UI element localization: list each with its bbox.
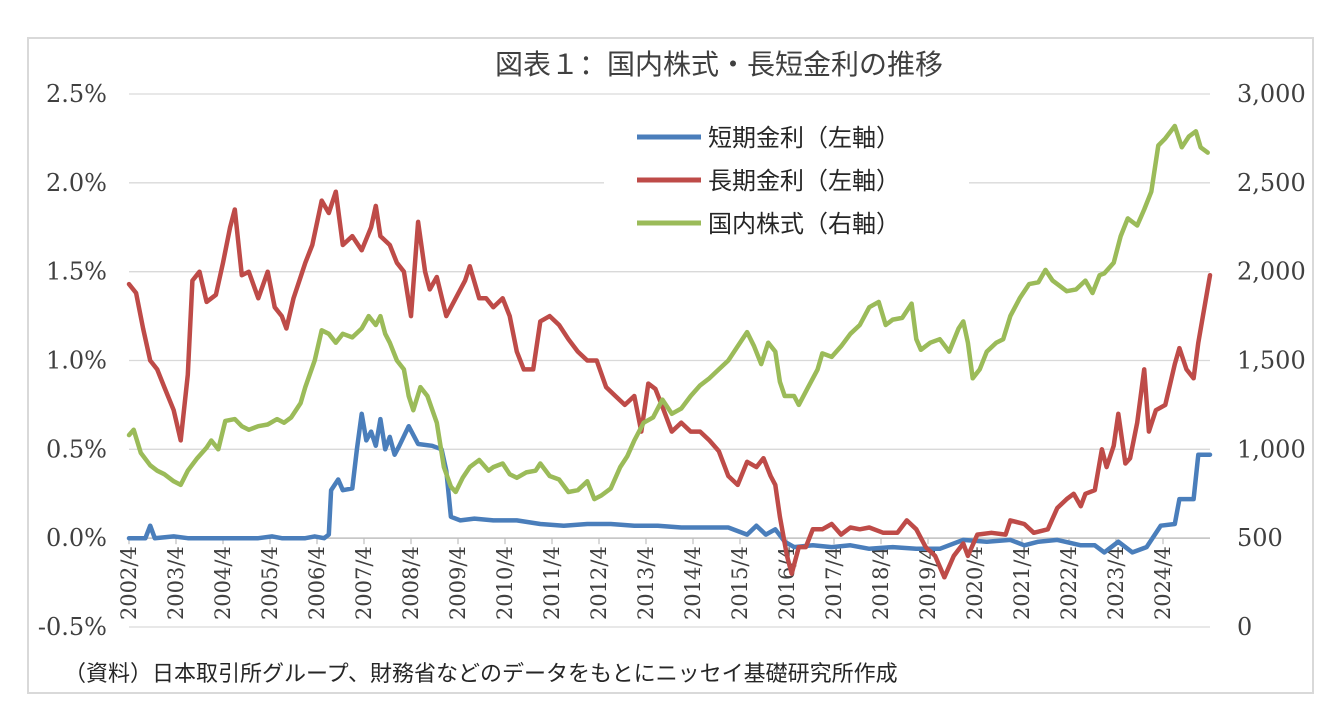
- x-axis: 2002/4 2003/4 2004/4 2005/4 2006/4 2007/4 2008…: [117, 538, 1175, 620]
- x-tick-label: 2013/4: [634, 546, 658, 620]
- x-tick-label: 2015/4: [728, 546, 752, 620]
- x-tick-label: 2024/4: [1151, 546, 1175, 620]
- x-tick-label: 2023/4: [1104, 546, 1128, 620]
- chart-svg: 図表１：国内株式・長短金利の推移 -0.5% 0.0% 0.5% 1.0% 1.5% 2.…: [38, 48, 1306, 687]
- series-line-1: [126, 189, 1213, 580]
- series-line-2: [126, 123, 1210, 502]
- source-note: （資料）日本取引所グループ、財務省などのデータをもとにニッセイ基礎研究所作成: [64, 662, 898, 687]
- right-tick-label: 3,000: [1237, 80, 1306, 108]
- left-tick-label: 0.0%: [46, 524, 107, 552]
- x-tick-label: 2006/4: [305, 546, 329, 620]
- x-tick-label: 2018/4: [869, 546, 893, 620]
- left-axis: -0.5% 0.0% 0.5% 1.0% 1.5% 2.0% 2.5%: [38, 80, 107, 641]
- legend-label-0: 短期金利（左軸）: [708, 124, 900, 152]
- x-tick-label: 2005/4: [258, 546, 282, 620]
- left-tick-label: 1.5%: [46, 258, 107, 286]
- x-tick-label: 2011/4: [540, 546, 564, 620]
- left-tick-label: 1.0%: [46, 347, 107, 375]
- right-tick-label: 1,500: [1237, 347, 1306, 375]
- x-tick-label: 2003/4: [164, 546, 188, 620]
- right-tick-label: 2,500: [1237, 169, 1306, 197]
- x-tick-label: 2007/4: [352, 546, 376, 620]
- x-tick-label: 2008/4: [399, 546, 423, 620]
- chart-frame: 図表１：国内株式・長短金利の推移 -0.5% 0.0% 0.5% 1.0% 1.5% 2.…: [27, 37, 1314, 694]
- x-tick-label: 2022/4: [1057, 546, 1081, 620]
- legend: 短期金利（左軸） 長期金利（左軸） 国内株式（右軸）: [604, 119, 969, 249]
- x-tick-label: 2017/4: [822, 546, 846, 620]
- left-tick-label: 2.0%: [46, 169, 107, 197]
- x-tick-label: 2004/4: [211, 546, 235, 620]
- right-tick-label: 1,000: [1237, 435, 1306, 463]
- chart-title: 図表１：国内株式・長短金利の推移: [495, 48, 943, 81]
- x-tick-label: 2010/4: [493, 546, 517, 620]
- x-tick-label: 2012/4: [587, 546, 611, 620]
- legend-box: [604, 119, 969, 249]
- left-tick-label: 2.5%: [46, 80, 107, 108]
- left-tick-label: -0.5%: [38, 613, 107, 641]
- x-tick-label: 2009/4: [446, 546, 470, 620]
- x-tick-label: 2002/4: [117, 546, 141, 620]
- legend-label-1: 長期金利（左軸）: [708, 167, 900, 195]
- x-tick-label: 2020/4: [963, 546, 987, 620]
- x-tick-label: 2021/4: [1010, 546, 1034, 620]
- x-tick-label: 2014/4: [681, 546, 705, 620]
- right-tick-label: 2,000: [1237, 258, 1306, 286]
- series-line-0: [126, 411, 1213, 555]
- left-tick-label: 0.5%: [46, 435, 107, 463]
- right-tick-label: 500: [1237, 524, 1283, 552]
- right-axis: 0 500 1,000 1,500 2,000 2,500 3,000: [1237, 80, 1306, 641]
- legend-label-2: 国内株式（右軸）: [708, 210, 900, 238]
- series-lines: [126, 123, 1213, 580]
- right-tick-label: 0: [1237, 613, 1252, 641]
